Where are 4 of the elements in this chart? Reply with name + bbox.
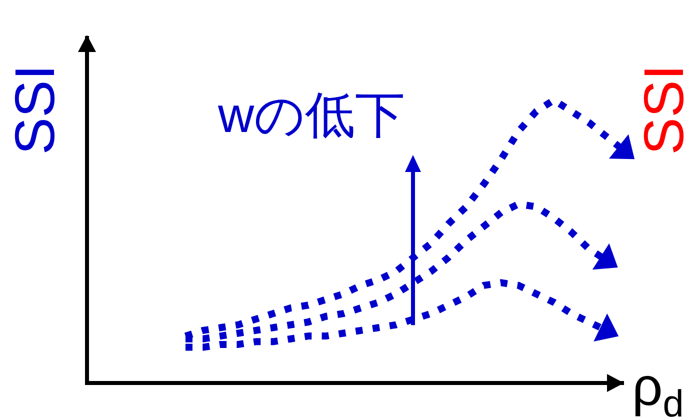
x-axis-title: ρ$_{d}$ <box>632 357 684 419</box>
annotation: wの低下 <box>217 87 406 143</box>
y-axis-title: SSI <box>3 64 66 155</box>
y2-axis-title: SSI <box>632 64 696 155</box>
